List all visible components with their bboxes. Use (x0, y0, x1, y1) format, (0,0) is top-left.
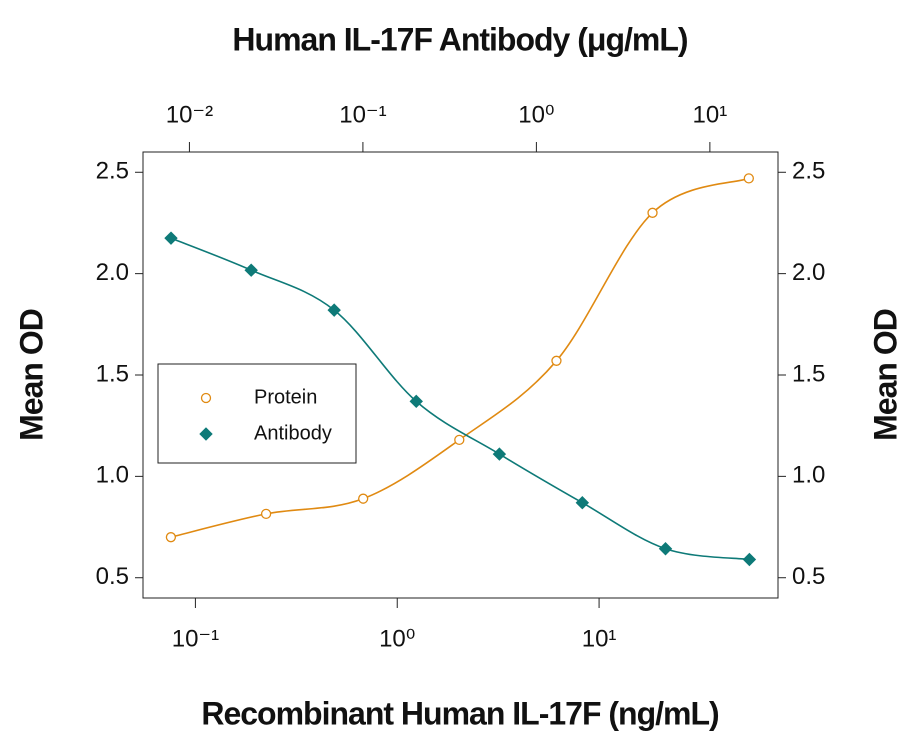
x2-tick-label: 10⁰ (518, 101, 554, 128)
diamond-marker (244, 263, 258, 277)
diamond-marker (742, 552, 757, 567)
y-tick-label: 1.5 (96, 360, 129, 387)
x-tick-label: 10⁰ (379, 625, 415, 652)
y-tick-label: 0.5 (96, 563, 129, 590)
diamond-marker (409, 394, 423, 409)
circle-marker (551, 355, 562, 366)
y-tick-label: 2.0 (96, 259, 129, 286)
series-line (170, 237, 750, 561)
chart-title: Human IL-17F Antibody (μg/mL) (232, 21, 687, 57)
diamond-marker (575, 496, 590, 510)
diamond-marker (164, 231, 178, 245)
diamond-marker (658, 542, 673, 556)
circle-marker (743, 173, 754, 184)
legend-label: Protein (254, 386, 317, 408)
x2-tick-label: 10¹ (693, 101, 728, 128)
circle-marker (260, 508, 272, 520)
y-axis-label: Mean OD (13, 309, 49, 441)
diamond-marker (492, 447, 507, 461)
x2-tick-label: 10⁻¹ (339, 101, 386, 128)
y2-tick-label: 2.5 (792, 158, 825, 185)
y2-tick-label: 1.5 (792, 360, 825, 387)
x-tick-label: 10¹ (582, 625, 617, 652)
y2-tick-label: 2.0 (792, 259, 825, 286)
y2-tick-label: 0.5 (792, 563, 825, 590)
circle-marker (454, 434, 465, 446)
diamond-marker (327, 303, 341, 317)
series-line (170, 177, 750, 538)
x-tick-label: 10⁻¹ (172, 625, 219, 652)
y-tick-label: 2.5 (96, 158, 129, 185)
legend-marker (199, 427, 213, 441)
x2-tick-label: 10⁻² (166, 101, 213, 128)
legend-box (157, 363, 357, 464)
legend-label: Antibody (254, 422, 332, 444)
y2-tick-label: 1.0 (792, 462, 825, 489)
legend-marker (200, 392, 212, 404)
y-tick-label: 1.0 (96, 462, 129, 489)
circle-marker (165, 532, 177, 543)
x-axis-label: Recombinant Human IL-17F (ng/mL) (201, 695, 719, 731)
circle-marker (358, 493, 369, 504)
circle-marker (647, 207, 658, 218)
y2-axis-label: Mean OD (867, 309, 903, 441)
